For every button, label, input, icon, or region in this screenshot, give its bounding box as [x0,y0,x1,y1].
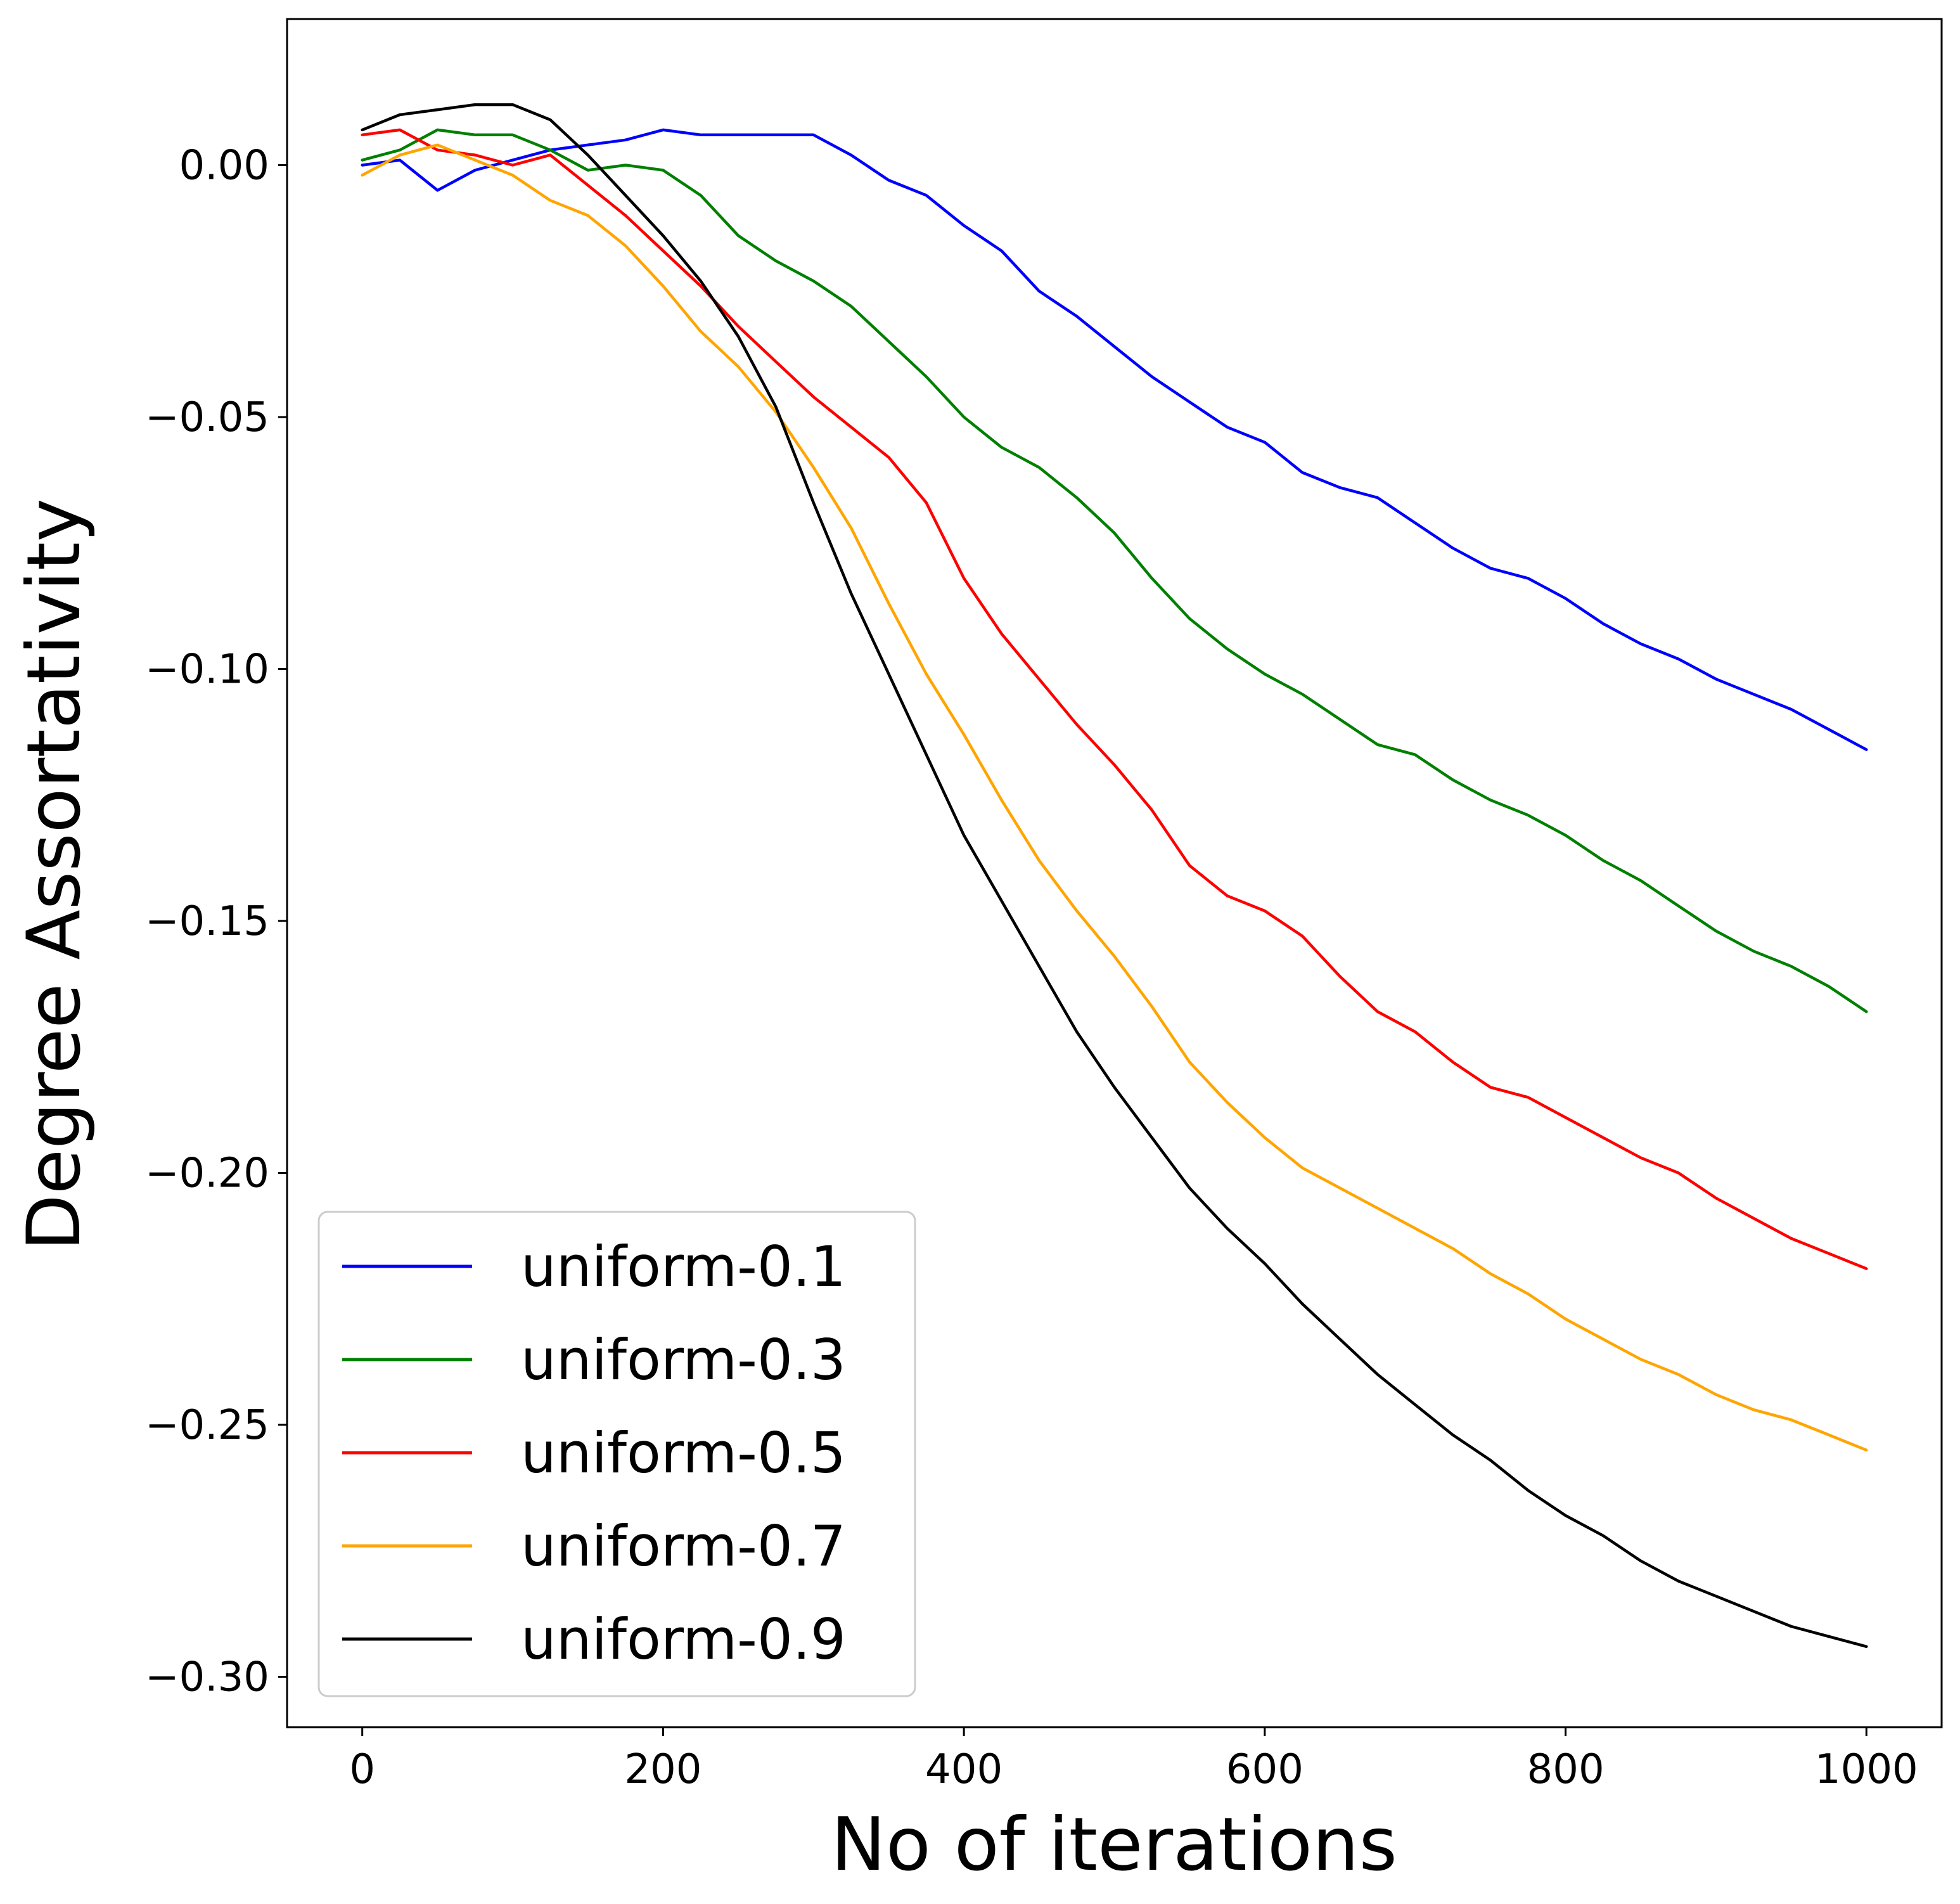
x-tick-label: 1000 [1815,1746,1918,1793]
y-axis: 0.00 −0.05 −0.10 −0.15 −0.20 −0.25 −0.30 [145,143,287,1701]
x-tick-label: 0 [349,1746,375,1793]
y-tick-label: 0.00 [179,143,270,190]
series-line-uniform-0.5 [361,128,1868,1270]
legend-label-uniform-0.5: uniform-0.5 [521,1420,846,1486]
legend-label-uniform-0.7: uniform-0.7 [521,1514,846,1579]
y-tick-label: −0.15 [145,898,269,945]
y-axis-title: Degree Assortativity [11,498,97,1251]
legend: uniform-0.1 uniform-0.3 uniform-0.5 uniform… [317,1211,916,1697]
x-tick-label: 800 [1527,1746,1605,1793]
legend-label-uniform-0.3: uniform-0.3 [521,1327,846,1393]
series-line-uniform-0.1 [361,128,1868,751]
x-tick-label: 200 [624,1746,701,1793]
legend-box [317,1211,916,1697]
y-tick-label: −0.10 [145,646,269,693]
series-line-uniform-0.9 [361,103,1868,1649]
plot-frame [286,18,1943,1728]
y-tick-label: −0.30 [145,1654,269,1701]
y-tick-label: −0.20 [145,1150,269,1197]
series-layer [361,103,1868,1649]
legend-label-uniform-0.1: uniform-0.1 [521,1234,846,1299]
x-tick-label: 400 [925,1746,1002,1793]
series-line-uniform-0.3 [361,128,1868,1013]
y-tick-label: −0.25 [145,1402,269,1449]
x-axis: 0 200 400 600 800 1000 [349,1727,1918,1793]
series-line-uniform-0.7 [361,143,1868,1452]
legend-label-uniform-0.9: uniform-0.9 [521,1607,846,1672]
x-tick-label: 600 [1226,1746,1303,1793]
y-tick-label: −0.05 [145,394,269,441]
x-axis-title: No of iterations [831,1802,1397,1888]
